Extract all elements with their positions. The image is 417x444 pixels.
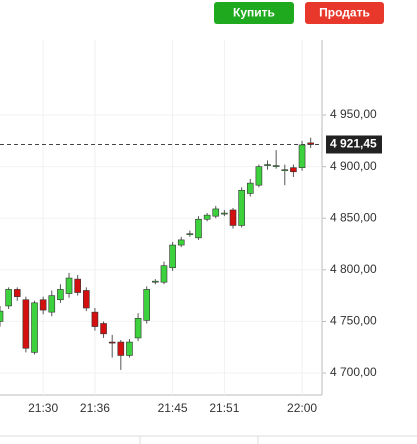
candle-body: [152, 280, 159, 283]
y-tick-label: 4 800,00: [330, 262, 377, 276]
candle-body: [65, 277, 73, 294]
candle-body: [160, 265, 168, 283]
candle-body: [264, 164, 271, 166]
candle-body: [272, 165, 280, 167]
candle-body: [39, 299, 47, 311]
sell-label[interactable]: Продать: [319, 6, 370, 20]
candle-body: [117, 341, 125, 356]
candle-body: [221, 212, 228, 215]
candle-body: [143, 289, 151, 321]
x-tick-label: 21:51: [209, 401, 239, 415]
candle-body: [238, 190, 245, 226]
last-price-box: [326, 135, 382, 154]
candle-body: [281, 169, 289, 172]
y-tick-label: 4 700,00: [330, 365, 377, 379]
candle-body: [13, 289, 21, 297]
candle-body: [22, 299, 30, 349]
candle-body: [212, 208, 220, 217]
candle-body: [195, 218, 202, 239]
candle-body: [48, 295, 56, 313]
y-tick-label: 4 750,00: [330, 314, 377, 328]
x-tick-label: 22:00: [287, 401, 317, 415]
candle-body: [186, 233, 194, 236]
candle-body: [108, 341, 116, 344]
candle-body: [0, 310, 4, 322]
plot: [0, 40, 322, 395]
candle-body: [31, 302, 38, 353]
candle-body: [203, 214, 211, 220]
y-tick-label: 4 950,00: [330, 107, 377, 121]
y-tick-label: 4 900,00: [330, 159, 377, 173]
candle-body: [229, 209, 237, 226]
candle-body: [177, 239, 185, 246]
candle-body: [246, 182, 254, 194]
candle-body: [57, 289, 64, 301]
candle-body: [290, 167, 297, 173]
candle-body: [255, 166, 263, 186]
candle-body: [83, 290, 90, 309]
candle-body: [134, 318, 142, 339]
buy-button[interactable]: [214, 2, 294, 24]
candle-body: [5, 289, 12, 307]
last-price-label: 4 921,45: [330, 137, 377, 151]
x-tick-label: 21:45: [158, 401, 188, 415]
candle-body: [169, 244, 176, 269]
buy-label[interactable]: Купить: [233, 6, 275, 20]
candle-body: [100, 323, 107, 335]
candle-body: [126, 341, 133, 356]
y-tick-label: 4 850,00: [330, 210, 377, 224]
candle-body: [91, 311, 99, 327]
sell-button[interactable]: [305, 2, 384, 24]
x-tick-label: 21:36: [80, 401, 110, 415]
candle-body: [74, 278, 81, 293]
candle-body: [298, 144, 306, 168]
x-tick-label: 21:30: [28, 401, 58, 415]
